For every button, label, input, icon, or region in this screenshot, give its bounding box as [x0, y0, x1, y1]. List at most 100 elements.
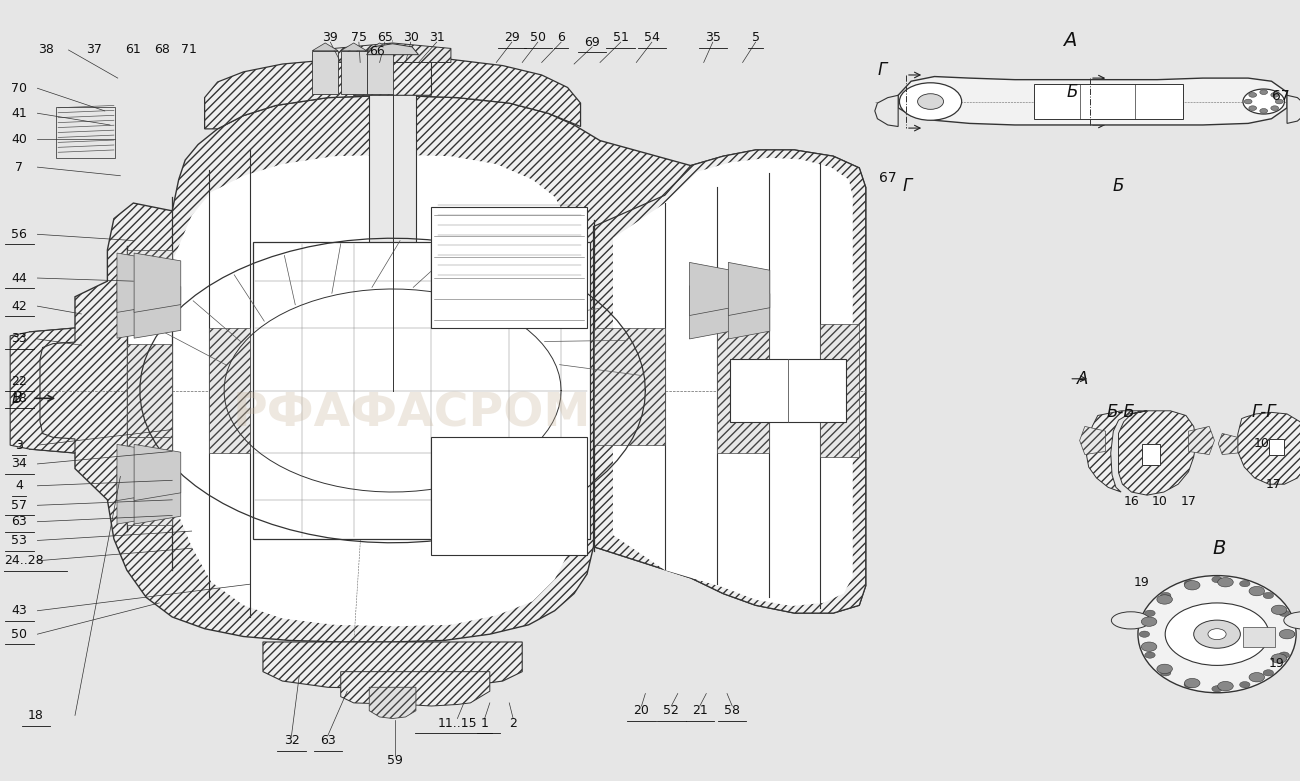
- Text: 51: 51: [612, 31, 629, 44]
- Polygon shape: [820, 324, 859, 457]
- Text: 3: 3: [16, 439, 23, 451]
- Circle shape: [1240, 682, 1251, 688]
- Polygon shape: [728, 286, 770, 339]
- Circle shape: [1139, 631, 1149, 637]
- Polygon shape: [728, 262, 770, 316]
- Polygon shape: [689, 286, 731, 339]
- Text: 22: 22: [12, 375, 27, 387]
- Text: 38: 38: [39, 44, 55, 56]
- Text: 21: 21: [692, 704, 707, 717]
- Text: 10: 10: [1253, 437, 1269, 450]
- Polygon shape: [204, 58, 581, 129]
- Polygon shape: [208, 328, 250, 453]
- Text: 11..15: 11..15: [438, 717, 477, 729]
- Polygon shape: [341, 672, 490, 706]
- Polygon shape: [1218, 433, 1238, 455]
- Text: 7: 7: [16, 161, 23, 173]
- Polygon shape: [134, 468, 181, 524]
- Text: 59: 59: [387, 754, 403, 767]
- Text: 41: 41: [12, 107, 27, 119]
- Circle shape: [1249, 93, 1257, 98]
- Text: 34: 34: [12, 458, 27, 470]
- Text: 16: 16: [1123, 495, 1139, 508]
- Circle shape: [1161, 593, 1171, 599]
- Text: 10: 10: [1152, 495, 1167, 508]
- Text: 69: 69: [584, 36, 601, 48]
- Text: 54: 54: [644, 31, 660, 44]
- Polygon shape: [30, 95, 866, 642]
- Polygon shape: [263, 642, 523, 689]
- Circle shape: [1208, 629, 1226, 640]
- Circle shape: [1271, 605, 1287, 615]
- Circle shape: [1184, 682, 1195, 688]
- Bar: [1141, 444, 1160, 465]
- Text: 18: 18: [12, 392, 27, 405]
- Text: 50: 50: [12, 628, 27, 640]
- Polygon shape: [117, 253, 164, 312]
- Polygon shape: [367, 44, 419, 55]
- Text: 63: 63: [320, 734, 335, 747]
- Polygon shape: [134, 279, 181, 338]
- Polygon shape: [614, 158, 853, 606]
- Polygon shape: [127, 155, 568, 626]
- Text: 67: 67: [879, 171, 897, 185]
- Text: 29: 29: [504, 31, 520, 44]
- Polygon shape: [134, 253, 181, 312]
- Polygon shape: [594, 150, 866, 613]
- Circle shape: [1279, 610, 1290, 616]
- Circle shape: [1249, 672, 1265, 682]
- Circle shape: [1240, 580, 1251, 587]
- Circle shape: [1271, 654, 1287, 663]
- Polygon shape: [369, 687, 416, 719]
- Text: А: А: [1076, 369, 1088, 388]
- Text: Б: Б: [1113, 177, 1124, 195]
- Text: 4: 4: [16, 480, 23, 492]
- Polygon shape: [594, 328, 664, 445]
- Text: 32: 32: [283, 734, 299, 747]
- Polygon shape: [117, 468, 164, 524]
- Circle shape: [1264, 593, 1274, 599]
- Bar: [729, 359, 846, 422]
- Polygon shape: [1188, 426, 1214, 455]
- Text: 35: 35: [705, 31, 720, 44]
- Polygon shape: [334, 43, 451, 62]
- Text: Б-Б: Б-Б: [1106, 403, 1135, 422]
- Circle shape: [1184, 580, 1195, 587]
- Bar: [56, 107, 116, 158]
- Circle shape: [1193, 620, 1240, 648]
- Circle shape: [1212, 576, 1222, 583]
- Polygon shape: [1287, 95, 1300, 123]
- Circle shape: [918, 94, 944, 109]
- Polygon shape: [312, 43, 338, 51]
- Text: 5: 5: [751, 31, 759, 44]
- Text: 65: 65: [377, 31, 393, 44]
- Circle shape: [1260, 90, 1268, 95]
- Text: Г: Г: [878, 61, 887, 80]
- Text: 33: 33: [12, 333, 27, 345]
- Text: 66: 66: [369, 45, 385, 58]
- Bar: [432, 437, 588, 555]
- Circle shape: [1184, 679, 1200, 688]
- Text: В: В: [1213, 539, 1226, 558]
- Circle shape: [900, 83, 962, 120]
- Text: 24..28: 24..28: [5, 555, 44, 567]
- Text: 30: 30: [403, 31, 419, 44]
- Circle shape: [1141, 617, 1157, 626]
- Circle shape: [1271, 105, 1279, 110]
- Circle shape: [1243, 89, 1284, 114]
- Circle shape: [1212, 686, 1222, 692]
- Polygon shape: [117, 444, 164, 501]
- Bar: [367, 51, 393, 94]
- Text: 19: 19: [1269, 658, 1284, 670]
- Polygon shape: [898, 77, 1287, 125]
- Text: А: А: [1062, 31, 1076, 50]
- Polygon shape: [1086, 411, 1196, 495]
- Bar: [1243, 627, 1275, 647]
- Polygon shape: [716, 328, 768, 453]
- Polygon shape: [369, 94, 416, 390]
- Text: 42: 42: [12, 300, 27, 312]
- Text: 17: 17: [1266, 478, 1282, 490]
- Circle shape: [1249, 105, 1257, 110]
- Text: 43: 43: [12, 604, 27, 617]
- Text: 57: 57: [12, 499, 27, 512]
